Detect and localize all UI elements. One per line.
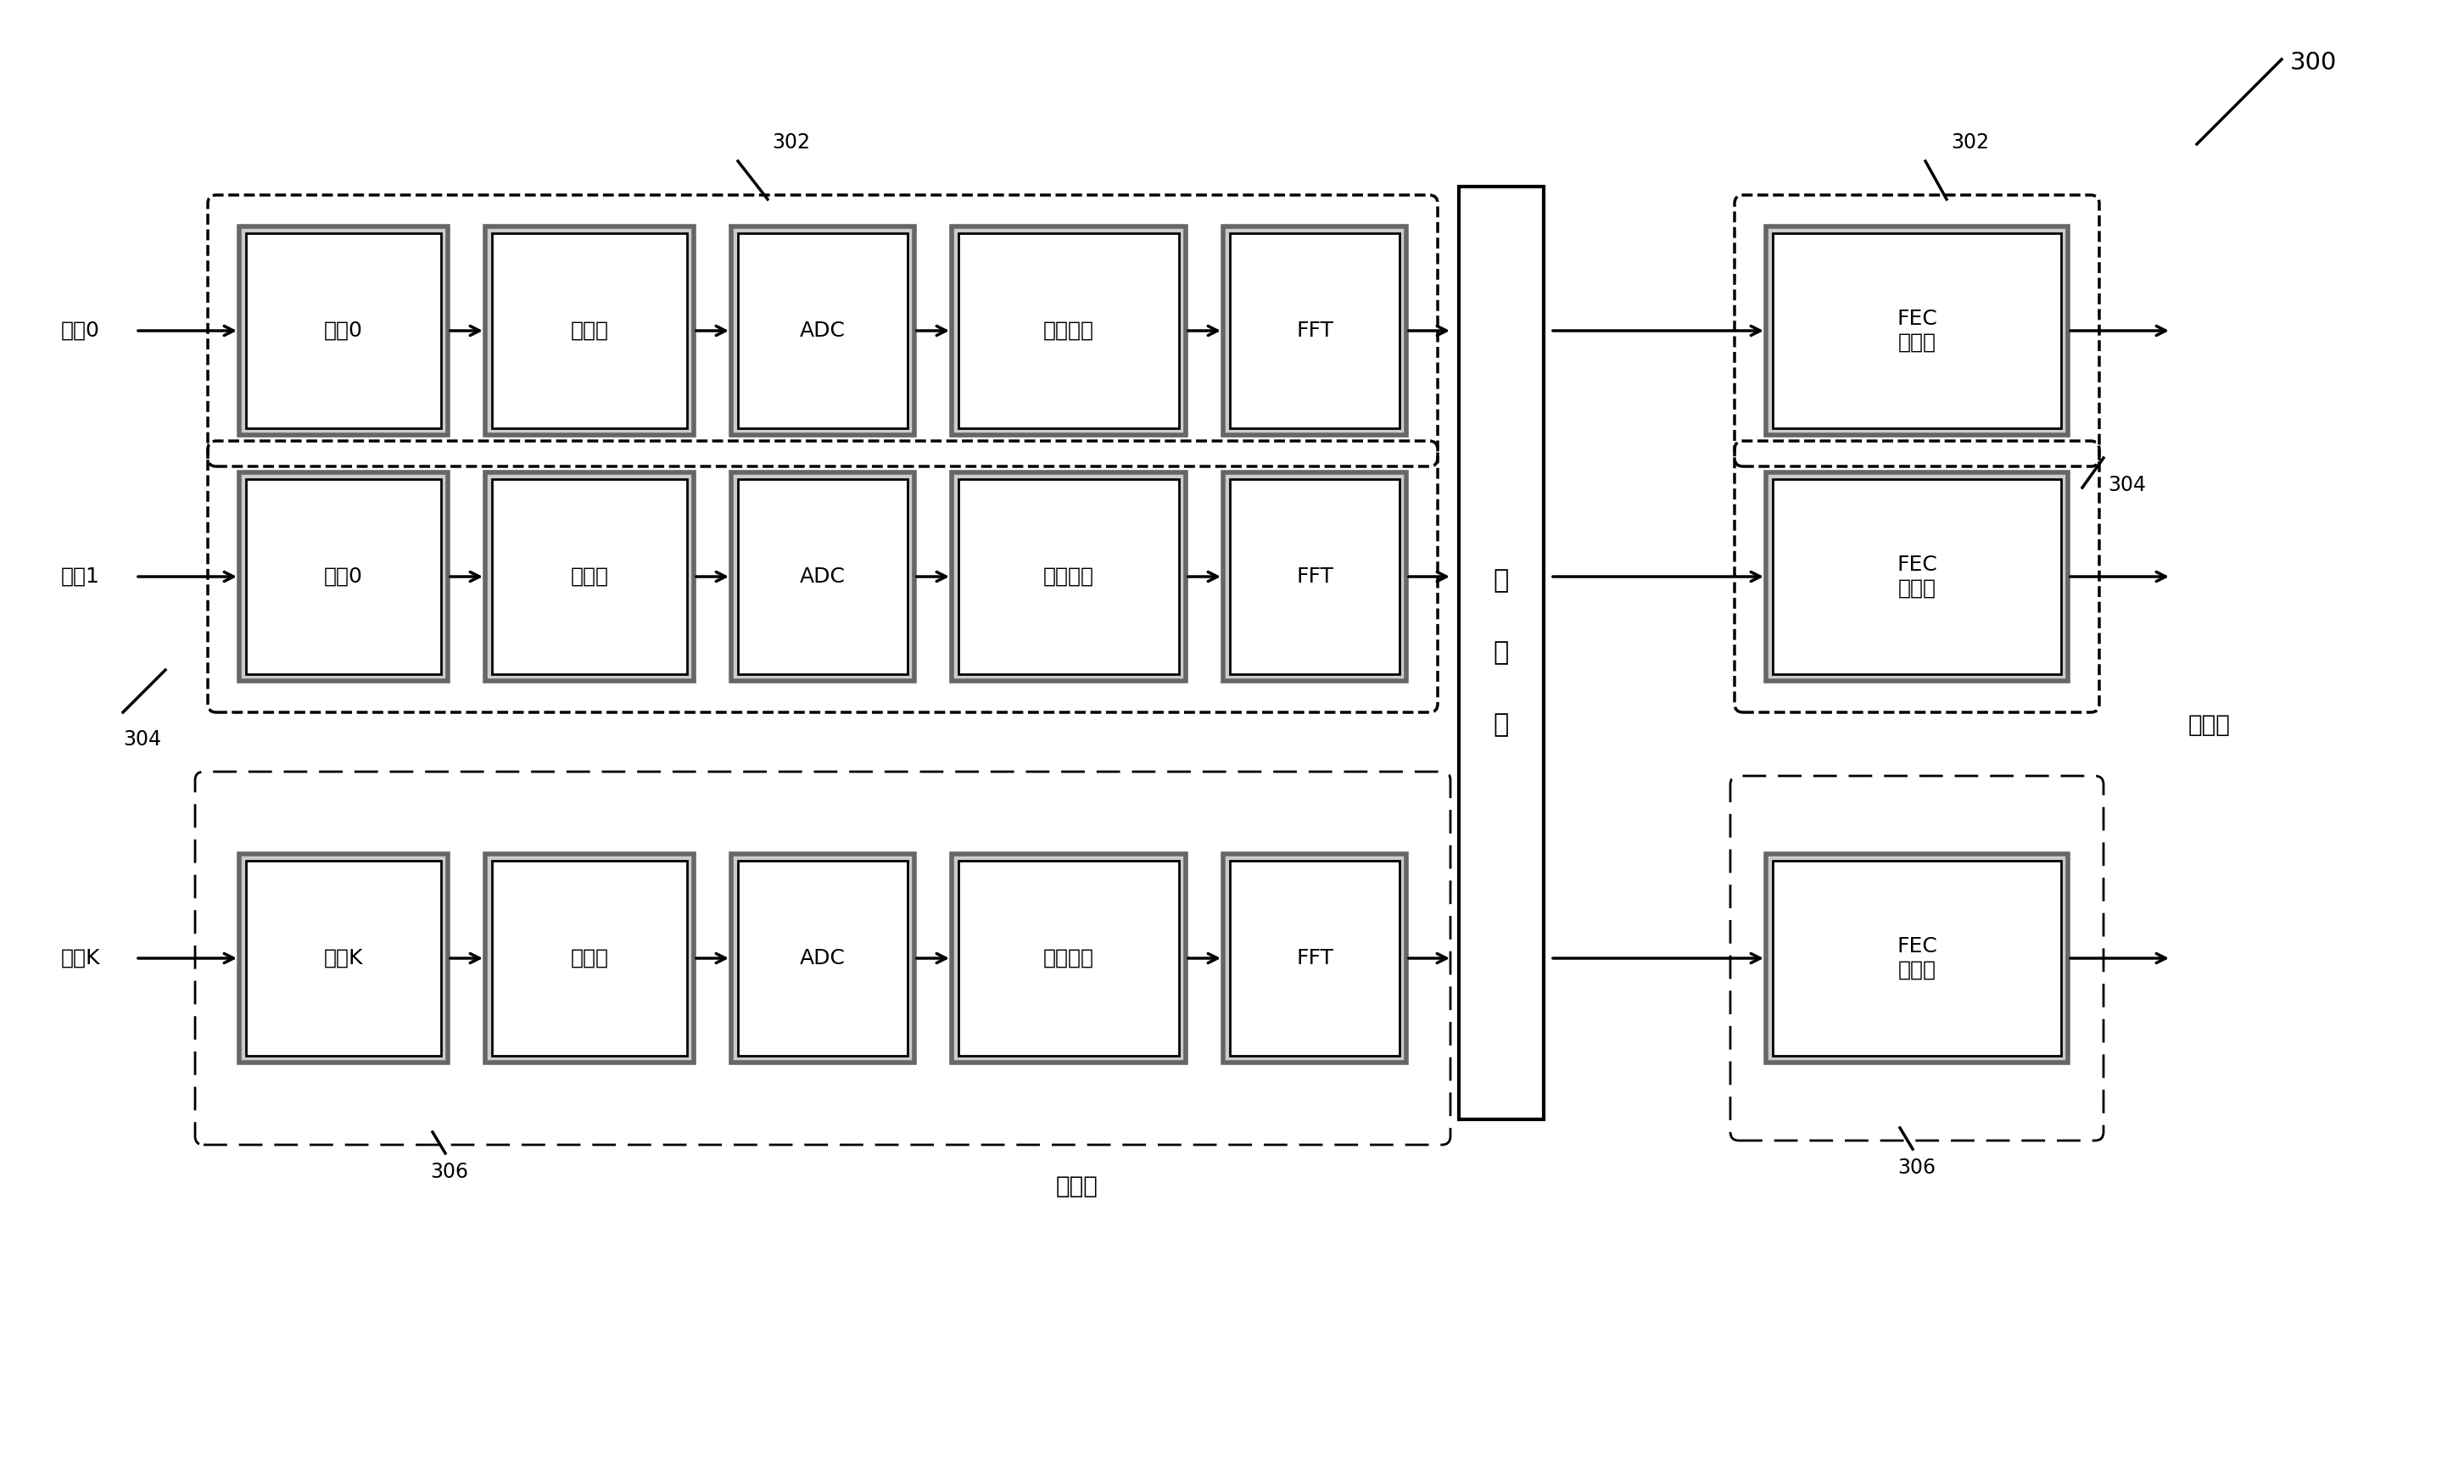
Bar [1772,233,2060,429]
Bar [493,861,687,1055]
Text: FFT: FFT [1296,948,1333,969]
Text: 302: 302 [1951,132,1988,153]
Bar [485,472,695,681]
Bar [958,479,1178,674]
Bar [951,472,1185,681]
Bar [737,479,907,674]
Bar [737,861,907,1055]
Bar [239,472,448,681]
Bar [1772,479,2060,674]
Text: ADC: ADC [801,948,845,969]
Text: 天线0: 天线0 [325,567,362,586]
Text: 306: 306 [1897,1158,1937,1178]
Text: FEC
解码器: FEC 解码器 [1897,309,1937,353]
Bar [493,479,687,674]
Bar [1767,472,2067,681]
Text: 同步过程: 同步过程 [1042,948,1094,969]
Text: 304: 304 [123,729,160,749]
Bar [737,233,907,429]
Bar [1459,187,1545,1119]
Bar [246,479,441,674]
Bar [246,861,441,1055]
Text: FEC
解码器: FEC 解码器 [1897,936,1937,981]
Text: FFT: FFT [1296,567,1333,586]
Bar [1230,861,1400,1055]
Text: 层: 层 [1493,568,1508,594]
Bar [1767,853,2067,1063]
Text: 302: 302 [771,132,811,153]
Bar [246,233,441,429]
Bar [493,233,687,429]
Text: FFT: FFT [1296,321,1333,341]
Text: 模拟链: 模拟链 [569,567,609,586]
Bar [951,227,1185,435]
Text: 304: 304 [2107,475,2146,496]
Bar [1222,853,1407,1063]
Bar [732,853,914,1063]
Text: 300: 300 [2289,50,2336,74]
Text: 同步过程: 同步过程 [1042,567,1094,586]
Bar [732,472,914,681]
Bar [1230,479,1400,674]
Text: 同步过程: 同步过程 [1042,321,1094,341]
Bar [1222,227,1407,435]
Text: 信号1: 信号1 [62,567,101,586]
Text: 模拟链: 模拟链 [569,321,609,341]
Text: 缓: 缓 [1493,712,1508,738]
Text: 信号0: 信号0 [62,321,101,341]
Text: FEC
解码器: FEC 解码器 [1897,555,1937,598]
Text: 到高层: 到高层 [2188,714,2230,738]
Bar [485,227,695,435]
Bar [239,853,448,1063]
Bar [958,861,1178,1055]
Bar [1767,227,2067,435]
Bar [1222,472,1407,681]
Text: 信号K: 信号K [62,948,101,969]
Bar [951,853,1185,1063]
Text: 存: 存 [1493,641,1508,665]
Bar [1772,861,2060,1055]
Text: 306: 306 [431,1162,468,1183]
Text: 天线0: 天线0 [325,321,362,341]
Text: ADC: ADC [801,567,845,586]
Text: 关闭链: 关闭链 [1057,1174,1099,1198]
Bar [239,227,448,435]
Bar [732,227,914,435]
Text: 模拟链: 模拟链 [569,948,609,969]
Bar [1230,233,1400,429]
Bar [485,853,695,1063]
Text: 天线K: 天线K [323,948,362,969]
Text: ADC: ADC [801,321,845,341]
Bar [958,233,1178,429]
